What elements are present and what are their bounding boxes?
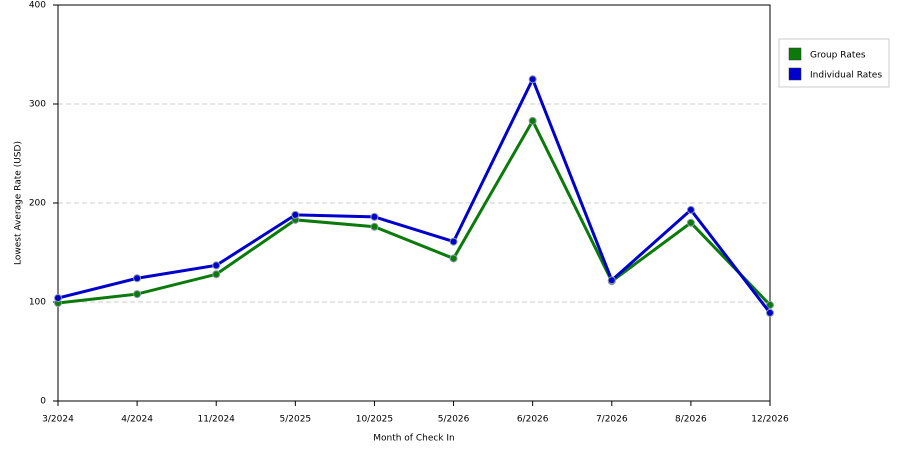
data-point	[528, 75, 537, 84]
x-tick-label: 3/2024	[42, 415, 74, 425]
y-axis-label: Lowest Average Rate (USD)	[14, 141, 24, 265]
data-point	[766, 308, 774, 317]
data-point	[686, 218, 695, 227]
data-point	[449, 237, 458, 246]
x-tick-label: 5/2025	[279, 415, 311, 425]
y-tick-label: 100	[29, 298, 46, 308]
data-point	[291, 210, 300, 219]
data-point	[133, 290, 142, 299]
legend-swatch	[788, 47, 802, 61]
y-tick-label: 400	[29, 1, 46, 11]
x-tick-label: 11/2024	[198, 415, 236, 425]
data-point	[133, 274, 142, 283]
plot-frame	[57, 4, 771, 402]
legend-label: Group Rates	[810, 51, 866, 61]
y-tick-label: 300	[29, 100, 46, 110]
x-tick-label: 10/2025	[356, 415, 393, 425]
x-tick-label: 7/2026	[596, 415, 628, 425]
data-point	[766, 300, 774, 309]
data-point	[449, 254, 458, 263]
x-tick-label: 12/2026	[751, 415, 789, 425]
data-point	[528, 116, 537, 125]
data-point	[607, 276, 616, 285]
series-line	[57, 75, 772, 314]
data-point	[54, 294, 62, 303]
data-point	[370, 212, 379, 221]
x-tick-label: 8/2026	[675, 415, 707, 425]
data-point	[212, 270, 221, 279]
x-axis-label: Month of Check In	[373, 434, 455, 444]
x-tick-label: 5/2026	[438, 415, 470, 425]
x-tick-label: 4/2024	[121, 415, 153, 425]
y-tick-label: 200	[29, 199, 46, 209]
x-tick-label: 6/2026	[517, 415, 549, 425]
legend-swatch	[788, 67, 802, 81]
data-point	[686, 205, 695, 214]
legend-label: Individual Rates	[810, 71, 882, 81]
data-point	[212, 261, 221, 270]
data-point	[370, 222, 379, 231]
series-line	[57, 117, 772, 307]
y-tick-label: 0	[40, 397, 46, 407]
